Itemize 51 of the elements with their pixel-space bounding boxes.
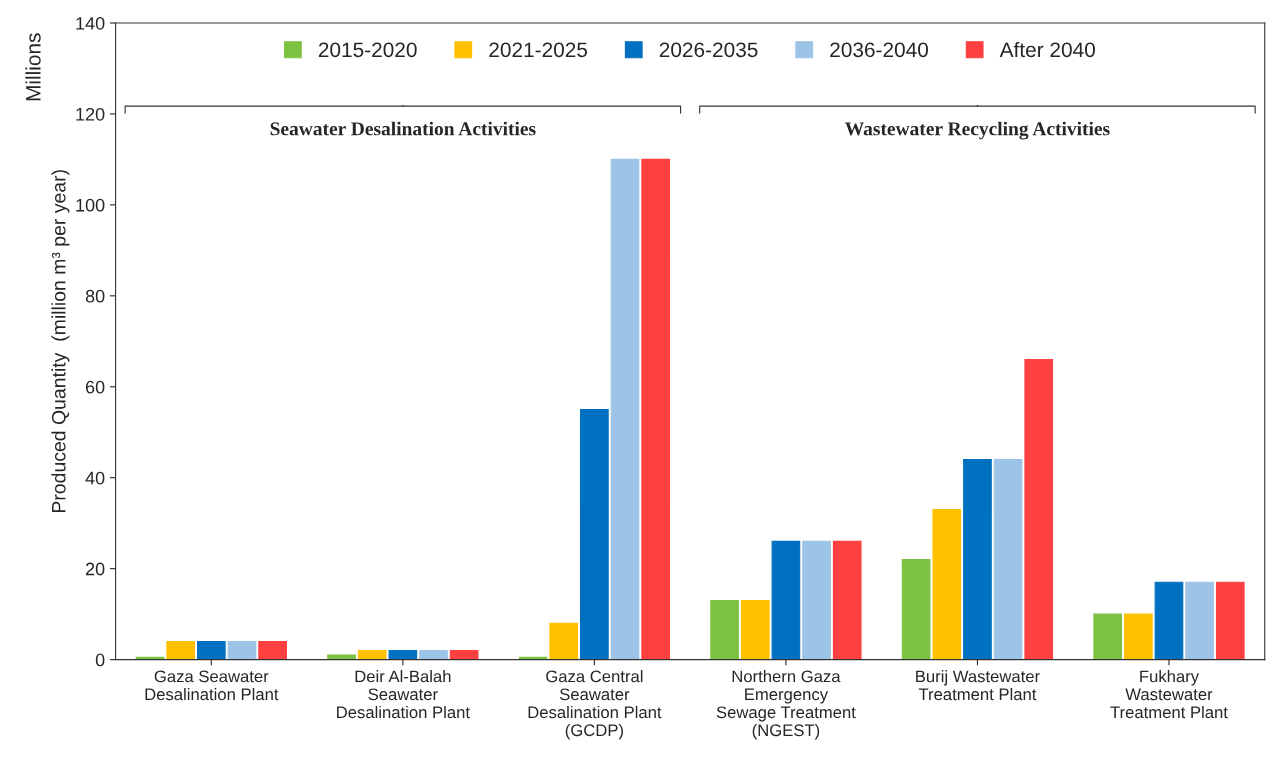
bar: [1093, 613, 1123, 660]
y-tick-label: 60: [85, 380, 105, 394]
y-tick-label: 20: [85, 562, 105, 576]
bar: [710, 599, 739, 660]
legend-label: 2026-2035: [659, 42, 758, 58]
bar: [610, 158, 640, 660]
bar: [740, 599, 770, 660]
y-tick-label: 40: [85, 471, 105, 485]
bar: [963, 458, 992, 660]
bar: [641, 158, 671, 660]
legend-label: 2015-2020: [318, 42, 417, 58]
bar: [166, 640, 196, 660]
y-tick-label: 0: [95, 653, 105, 667]
annotation: Seawater Desalination Activities: [270, 121, 536, 136]
y-tick-label: 100: [76, 198, 105, 212]
x-tick-label: Gaza Seawater Desalination Plant: [145, 670, 279, 701]
bar: [549, 622, 579, 660]
legend-label: 2036-2040: [830, 42, 929, 58]
legend-label: After 2040: [999, 41, 1095, 58]
y-tick-label: 80: [85, 289, 105, 303]
bar: [357, 649, 387, 660]
annotation: Wastewater Recycling Activities: [845, 121, 1110, 140]
bar: [802, 540, 831, 660]
bar: [901, 559, 931, 660]
bar: [1215, 581, 1245, 660]
bar: [327, 654, 356, 660]
bar: [258, 640, 287, 660]
bar: [227, 640, 257, 660]
bar: [388, 649, 418, 660]
x-tick-label: Burij Wastewater Treatment Plant: [916, 670, 1040, 701]
x-tick-label: Fukhary Wastewater Treatment Plant: [1110, 670, 1228, 719]
x-tick-label: Northern Gaza Emergency Sewage Treatment (NGEST): [716, 670, 856, 740]
bar: [993, 458, 1023, 660]
y-tick-label: 140: [76, 16, 105, 30]
bar: [580, 408, 609, 660]
bar: [771, 540, 801, 660]
y-axis-title: Produced Quantity (million m³ per year): [51, 170, 70, 513]
bar: [932, 509, 962, 660]
bar: [196, 640, 226, 660]
x-tick-label: Deir Al-Balah Seawater Desalination Plant: [337, 670, 470, 719]
y-tick-label: 120: [76, 107, 105, 121]
bar: [1024, 358, 1054, 660]
bar: [832, 540, 862, 660]
text: Millions: [25, 33, 41, 101]
bar: [1154, 581, 1184, 660]
x-tick-label: Gaza Central Seawater Desalination Plant (GCDP): [528, 670, 662, 740]
bar: [1185, 581, 1214, 660]
bar: [449, 649, 479, 660]
bar: [1123, 613, 1153, 660]
legend-label: 2021-2025: [489, 42, 588, 58]
bar: [419, 649, 448, 660]
